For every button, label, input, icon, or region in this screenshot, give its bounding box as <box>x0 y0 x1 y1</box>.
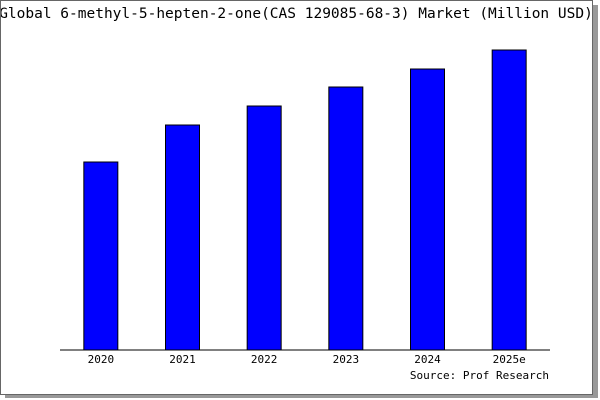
x-tick-label: 2023 <box>333 353 360 366</box>
bar <box>491 49 527 351</box>
source-note: Source: Prof Research <box>410 369 549 382</box>
bar <box>165 124 200 351</box>
x-tick-label: 2021 <box>169 353 196 366</box>
bar <box>83 161 119 351</box>
chart-title: Global 6-methyl-5-hepten-2-one(CAS 12908… <box>0 6 593 22</box>
bar <box>246 105 282 351</box>
x-tick-label: 2020 <box>88 353 115 366</box>
bar <box>410 68 445 351</box>
x-tick-label: 2022 <box>251 353 278 366</box>
plot: Global 6-methyl-5-hepten-2-one(CAS 12908… <box>0 6 593 366</box>
bar <box>328 86 364 351</box>
x-tick-label: 2024 <box>414 353 441 366</box>
x-tick-label: 2025e <box>493 353 526 366</box>
